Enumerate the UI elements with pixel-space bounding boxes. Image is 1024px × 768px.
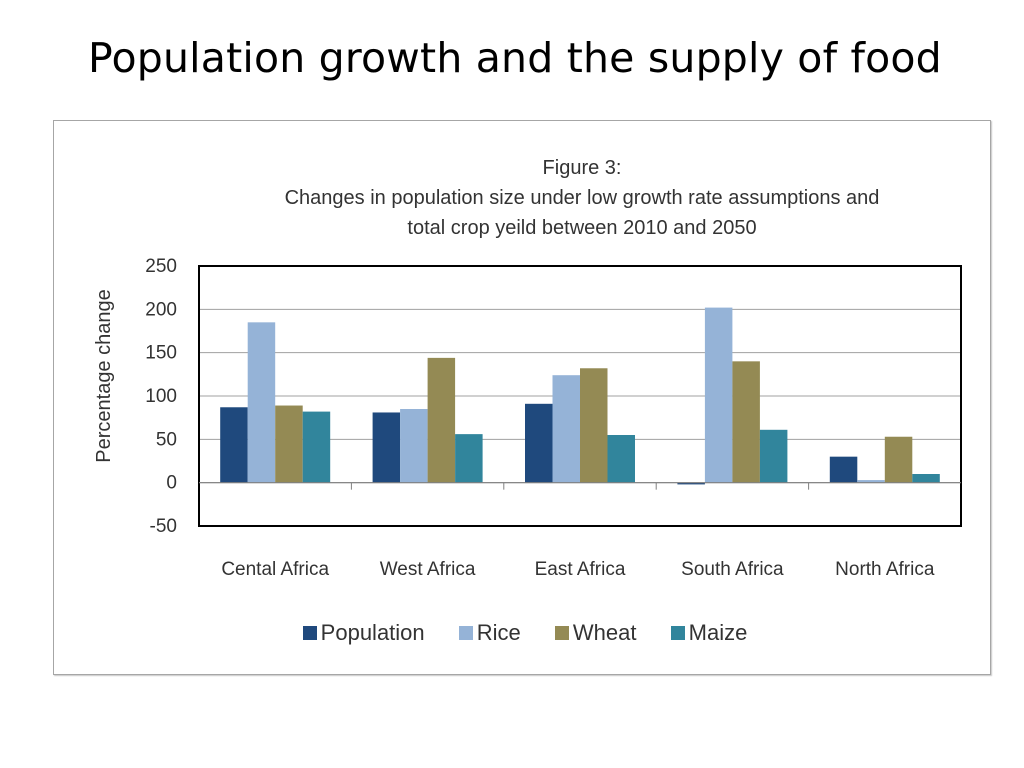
x-category-label: South Africa	[681, 559, 784, 580]
bar-wheat-south-africa	[732, 361, 760, 483]
legend-label-rice: Rice	[476, 620, 521, 645]
y-tick-label: 200	[145, 299, 177, 320]
legend-swatch-rice	[458, 626, 473, 640]
legend-swatch-population	[302, 626, 317, 640]
y-tick-label: 50	[156, 429, 177, 450]
legend: Population Rice Wheat Maize	[0, 620, 1024, 646]
bar-population-south-africa	[677, 482, 705, 485]
legend-label-maize: Maize	[688, 620, 748, 645]
bar-maize-east-africa	[607, 435, 635, 483]
y-tick-label: 150	[145, 343, 177, 364]
chart-title-line-2: Changes in population size under low gro…	[284, 187, 880, 209]
x-category-label: Cental Africa	[221, 559, 329, 580]
chart-frame	[53, 120, 991, 675]
legend-label-wheat: Wheat	[572, 620, 637, 645]
bar-population-east-africa	[525, 403, 553, 483]
x-axis-categories: Cental Africa West Africa East Africa South…	[221, 559, 935, 580]
bar-wheat-north-africa	[884, 436, 913, 483]
slide-title: Population growth and the supply of food	[88, 34, 942, 82]
legend-swatch-wheat	[554, 626, 569, 640]
bar-maize-north-africa	[912, 474, 940, 483]
bar-wheat-cental-africa	[275, 405, 303, 483]
bar-maize-west-africa	[455, 434, 483, 483]
bar-population-north-africa	[829, 456, 858, 483]
legend-item-population: Population	[302, 620, 425, 646]
bar-wheat-east-africa	[580, 368, 608, 483]
bar-population-cental-africa	[220, 407, 248, 483]
bar-rice-south-africa	[704, 307, 733, 483]
chart-title: Figure 3: Changes in population size und…	[0, 153, 1024, 243]
legend-swatch-maize	[670, 626, 685, 640]
bar-rice-west-africa	[400, 409, 428, 483]
plot-area-border	[198, 265, 962, 527]
axes	[198, 265, 962, 527]
bar-rice-cental-africa	[247, 322, 276, 483]
x-category-label: East Africa	[535, 559, 626, 580]
x-category-label: North Africa	[835, 559, 935, 580]
y-tick-label: -50	[150, 516, 177, 537]
y-tick-label: 100	[145, 386, 177, 407]
chart-title-line-3: total crop yeild between 2010 and 2050	[407, 217, 757, 239]
legend-label-population: Population	[320, 620, 425, 645]
x-category-label: West Africa	[380, 559, 476, 580]
y-tick-label: 250	[145, 256, 177, 277]
bar-population-west-africa	[372, 412, 401, 483]
bar-rice-north-africa	[857, 480, 885, 483]
bar-rice-east-africa	[552, 375, 580, 483]
legend-item-maize: Maize	[670, 620, 748, 646]
bars	[220, 307, 940, 485]
y-axis-ticks: 250 200 150 100 50 0 -50	[145, 256, 177, 537]
bar-wheat-west-africa	[427, 357, 456, 483]
legend-item-rice: Rice	[458, 620, 521, 646]
bar-maize-south-africa	[759, 429, 788, 483]
y-axis-label: Percentage change	[93, 289, 115, 462]
chart-title-line-1: Figure 3:	[542, 157, 622, 179]
y-tick-label: 0	[166, 473, 177, 494]
legend-item-wheat: Wheat	[554, 620, 637, 646]
bar-maize-cental-africa	[302, 411, 331, 483]
